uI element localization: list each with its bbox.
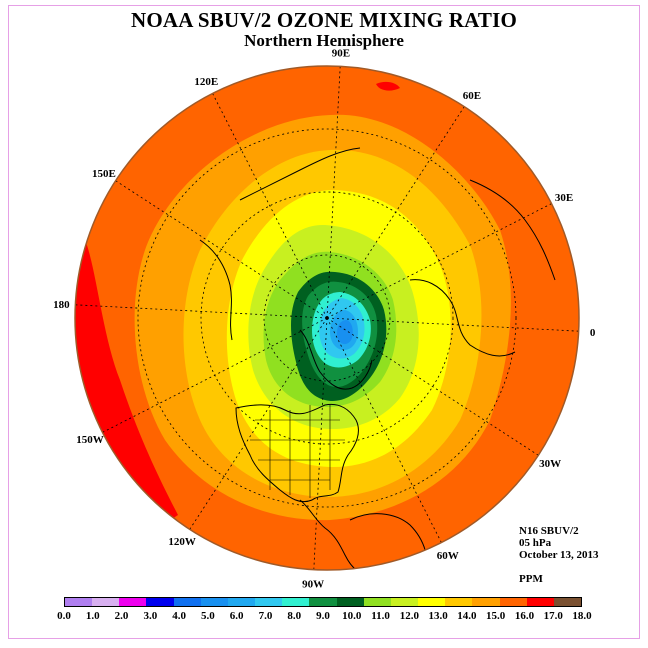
colorbar-tick-label: 1.0 [85,610,100,622]
graticule [75,66,579,570]
longitude-label: 90W [302,579,324,591]
colorbar-swatch [146,598,174,606]
longitude-label: 180 [53,299,70,311]
meridian-line [326,203,552,319]
asia-coast-west [469,179,556,281]
meridian-line [115,180,328,319]
colorbar-tick-label: 15.0 [486,610,506,622]
colorbar-tick-label: 3.0 [143,610,158,622]
meridian-line [326,317,539,456]
meridian-line [326,317,579,332]
meridian-line [102,317,328,433]
colorbar-tick-label: 2.0 [114,610,129,622]
units-label: PPM [519,573,543,585]
meridian-line [326,106,465,319]
colorbar-tick-label: 5.0 [201,610,215,622]
colorbar-swatch [445,598,473,606]
longitude-label: 30W [539,458,561,470]
colorbar-tick-label: 4.0 [172,610,186,622]
north-america-coast [235,403,359,503]
colorbar-tick-label: 12.0 [399,610,419,622]
coastlines [199,147,556,570]
meridian-line [75,304,328,319]
colorbar-tick-label: 9.0 [316,610,330,622]
colorbar-tick-label: 11.0 [371,610,390,622]
longitude-labels: 90E 60E 30E 0 30W 60W 90W 120W 150W 180 150E 120E [53,47,596,590]
colorbar-swatch [119,598,147,606]
central-america-coast [299,499,361,570]
colorbar-tick-label: 16.0 [514,610,535,622]
colorbar-tick-label: 17.0 [543,610,563,622]
colorbar-swatch [92,598,120,606]
longitude-label: 150E [92,168,116,180]
longitude-label: 60W [437,550,459,562]
image-frame [8,5,640,639]
colorbar-swatch [255,598,283,606]
colorbar-swatch [526,598,554,606]
longitude-label: 90E [332,47,350,59]
meridian-line [189,317,328,530]
colorbar-tick-label: 7.0 [258,610,273,622]
colorbar-swatch [336,598,364,606]
longitude-label: 0 [590,327,596,339]
pressure-level-label: 05 hPa [519,537,552,549]
map-subtitle: Northern Hemisphere [244,31,404,50]
meridian-line [326,317,442,543]
latitude-circle [200,191,454,445]
satellite-label: N16 SBUV/2 [519,525,579,537]
colorbar-swatch [418,598,446,606]
greenland-coast [299,329,373,390]
colorbar-tick-label: 0.0 [57,610,71,622]
colorbar-tick-label: 8.0 [287,610,302,622]
europe-coast [409,279,516,357]
colorbar [64,597,582,607]
us-state-lines [250,405,345,498]
colorbar-swatch [472,598,500,606]
meridian-line [212,93,328,319]
colorbar-swatch [309,598,337,606]
longitude-label: 60E [463,90,481,102]
colorbar-swatch [282,598,310,606]
longitude-label: 120W [168,536,196,548]
latitude-circle [263,254,391,382]
colorbar-tick-label: 10.0 [342,610,362,622]
latitude-circle [137,128,517,508]
colorbar-tick-label: 6.0 [229,610,244,622]
longitude-label: 30E [555,192,573,204]
colorbar-swatch [173,598,201,606]
map-boundary [74,65,580,571]
longitude-label: 120E [194,76,218,88]
contour-17-north [376,81,400,91]
ozone-field [75,66,579,570]
longitude-label: 150W [76,434,104,446]
contour-5 [337,320,353,345]
colorbar-tick-label: 18.0 [572,610,592,622]
colorbar-swatch [499,598,527,606]
colorbar-swatch [65,598,93,606]
map-title: NOAA SBUV/2 OZONE MIXING RATIO [131,8,517,32]
colorbar-swatch [553,598,581,606]
alaska-coast [199,239,233,341]
colorbar-swatch [227,598,256,606]
colorbar-swatch [390,598,419,606]
colorbar-swatch [363,598,391,606]
meridian-line [326,66,341,319]
meridian-line [313,317,328,570]
colorbar-tick-label: 14.0 [457,610,477,622]
asia-coast-east [239,147,361,201]
colorbar-tick-label: 13.0 [428,610,448,622]
date-label: October 13, 2013 [519,549,599,561]
colorbar-swatch [200,598,228,606]
